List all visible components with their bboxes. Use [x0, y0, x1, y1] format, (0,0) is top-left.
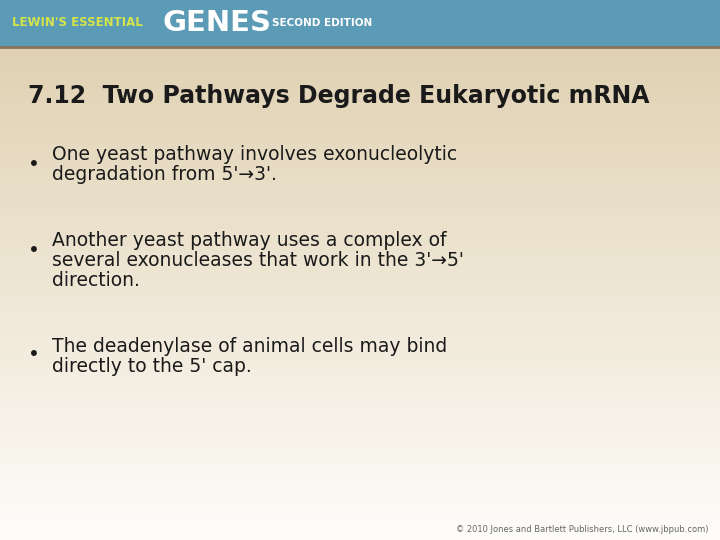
Text: •: •: [28, 346, 40, 365]
Text: several exonucleases that work in the 3'→5': several exonucleases that work in the 3'…: [52, 252, 464, 271]
Text: direction.: direction.: [52, 272, 140, 291]
Text: degradation from 5'→3'.: degradation from 5'→3'.: [52, 165, 277, 185]
Text: © 2010 Jones and Bartlett Publishers, LLC (www.jbpub.com): © 2010 Jones and Bartlett Publishers, LL…: [456, 525, 708, 535]
Bar: [0, 0, 720, 46]
Text: One yeast pathway involves exonucleolytic: One yeast pathway involves exonucleolyti…: [52, 145, 457, 165]
Text: Another yeast pathway uses a complex of: Another yeast pathway uses a complex of: [52, 232, 446, 251]
Text: 7.12  Two Pathways Degrade Eukaryotic mRNA: 7.12 Two Pathways Degrade Eukaryotic mRN…: [28, 84, 649, 108]
Text: LEWIN'S ESSENTIAL: LEWIN'S ESSENTIAL: [12, 17, 143, 30]
Text: directly to the 5' cap.: directly to the 5' cap.: [52, 356, 252, 375]
Text: SECOND EDITION: SECOND EDITION: [272, 18, 372, 28]
Text: •: •: [28, 154, 40, 173]
Text: The deadenylase of animal cells may bind: The deadenylase of animal cells may bind: [52, 336, 447, 355]
Text: •: •: [28, 240, 40, 260]
Text: GENES: GENES: [162, 9, 271, 37]
